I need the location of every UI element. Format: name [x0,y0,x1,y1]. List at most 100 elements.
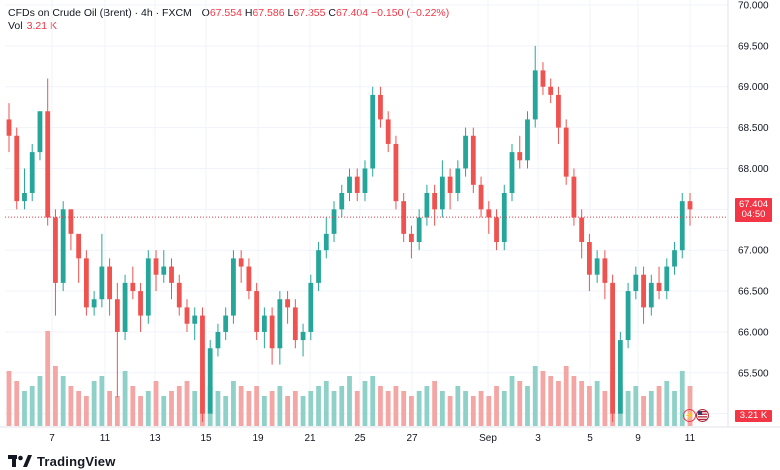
volume-bar [354,391,360,426]
candle-body [579,217,585,243]
candle-body [14,135,20,202]
candle-body [6,119,12,136]
candle-body [76,233,82,259]
candle-body [114,299,120,332]
date-tick-label: 9 [635,433,641,444]
volume-bar [45,331,51,426]
candle-body [68,209,74,234]
candle-body [648,282,654,308]
candle-body [501,192,507,243]
candle-body [378,94,383,120]
us-flag-event-icon[interactable] [696,409,709,422]
candle-body [161,266,167,275]
candle-body [617,340,623,414]
tradingview-logo[interactable]: TradingView [8,454,116,469]
volume-bar [509,376,515,426]
volume-bar [37,376,43,426]
volume-bar [300,396,306,426]
volume-bar [223,396,229,426]
candle-body [416,217,422,243]
last-price-value: 67.404 [738,199,769,210]
candle-body [401,201,407,234]
price-tick-label: 65.500 [738,368,769,379]
candle-body [347,176,352,193]
volume-bar [68,386,74,426]
volume-bar [122,371,128,426]
candle-body [494,217,499,243]
price-tick-label: 66.000 [738,327,769,338]
low-key: L [287,7,294,19]
volume-bar [238,386,244,426]
volume-bar [602,391,608,426]
volume-bar [432,381,438,426]
candle-body [231,258,236,316]
candle-body [184,307,190,324]
date-tick-label: 13 [149,433,161,444]
last-price-tag: 67.404 04:50 [735,198,772,222]
volume-bar [277,386,283,426]
candle-body [548,86,554,95]
candle-body [509,152,515,193]
volume-bar [463,391,468,426]
volume-bar [22,391,27,426]
volume-bar [548,376,554,426]
lightning-event-icon[interactable]: ⚡ [683,409,696,422]
volume-bar [176,386,182,426]
volume-bar [60,376,66,426]
high-value: 67.586 [252,7,285,19]
candle-body [145,258,151,316]
candle-body [238,258,244,267]
price-tick-label: 69.000 [738,82,769,93]
price-tick-label: 67.000 [738,246,769,257]
candle-body [393,143,399,202]
volume-bar [91,381,97,426]
candle-body [37,111,43,153]
volume-bar [285,396,290,426]
candle-body [316,250,321,283]
volume-bar [579,381,585,426]
volume-bar [672,391,677,426]
volume-bar [641,396,646,426]
candle-body [470,135,476,185]
volume-bar [370,376,376,426]
volume-bar [648,391,654,426]
volume-bar [29,386,35,426]
date-tick-label: 5 [587,433,593,444]
price-tick-label: 68.500 [738,123,769,134]
volume-bar [563,366,569,426]
volume-legend: Vol 3.21 K [8,20,57,32]
candle-body [91,299,97,308]
volume-bar [215,391,221,426]
candle-body [517,152,523,161]
candle-body [556,94,561,128]
volume-bar [494,386,499,426]
candle-body [60,209,66,283]
volume-bar [393,386,399,426]
candle-body [223,315,229,332]
date-tick-label: 21 [304,433,316,444]
candle-body [22,192,27,202]
volume-bar [478,391,484,426]
symbol-legend: CFDs on Crude Oil (Brent) · 4h · FXCM O6… [8,6,449,20]
candle-body [439,176,445,210]
volume-bar [323,381,329,426]
candle-body [200,315,205,414]
bar-countdown: 04:50 [741,209,766,220]
candle-body [323,233,329,251]
volume-bar [586,386,592,426]
candle-body [525,119,530,161]
date-tick-label: 3 [535,433,541,444]
volume-bar [455,386,461,426]
candle-body [664,266,670,292]
candle-body [656,282,662,292]
low-value: 67.355 [293,7,326,19]
volume-bar [656,386,662,426]
candle-body [246,266,252,292]
candle-body [45,111,51,218]
candle-body [447,176,453,193]
candle-body [672,250,677,267]
volume-bar [362,381,368,426]
volume-bar [114,396,120,426]
candle-body [610,282,616,414]
